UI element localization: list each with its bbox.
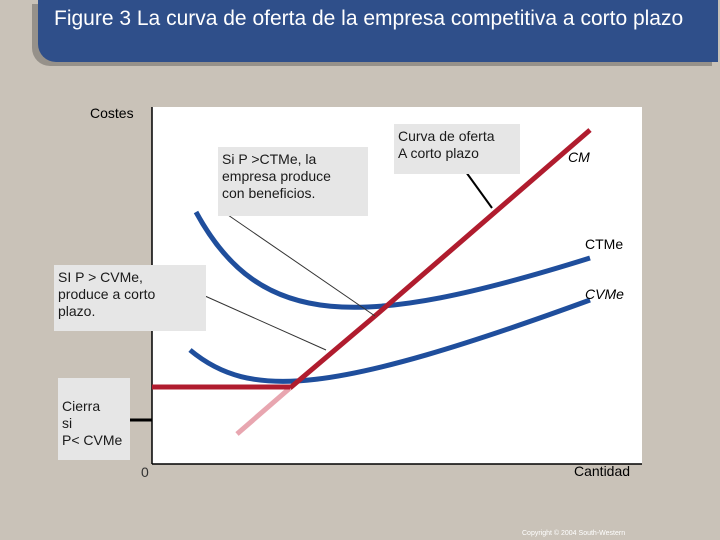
note-line: plazo.	[58, 303, 96, 319]
note-line: empresa produce	[222, 168, 331, 184]
title-bar	[38, 0, 718, 62]
origin-label: 0	[141, 464, 149, 480]
note-line: si	[62, 415, 73, 431]
cvme-label: CVMe	[585, 286, 624, 302]
pointer-line	[227, 214, 376, 317]
shutdown-note: Cierra si P< CVMe	[58, 378, 130, 460]
produce-note: SI P > CVMe, produce a corto plazo.	[54, 265, 206, 331]
ctme-curve	[193, 210, 591, 310]
pointer-line	[204, 295, 327, 351]
cm-curve-faded	[235, 386, 292, 436]
note-line: A corto plazo	[398, 145, 479, 161]
note-line: produce a corto	[58, 286, 156, 302]
ctme-label: CTMe	[585, 236, 624, 252]
supply-curve-note: Curva de oferta A corto plazo	[394, 124, 520, 174]
cm-label: CM	[568, 149, 590, 165]
note-line: Si P >CTMe, la	[222, 151, 317, 167]
slide-title: Figure 3 La curva de oferta de la empres…	[54, 7, 684, 30]
x-axis-label: Cantidad	[574, 463, 631, 479]
note-line: P< CVMe	[62, 432, 123, 448]
note-line: Cierra	[62, 398, 101, 414]
y-axis-label: Costes	[90, 105, 134, 121]
note-line: Curva de oferta	[398, 128, 495, 144]
pointer-line-supply	[465, 171, 493, 209]
copyright-notice: Copyright © 2004 South-Western	[522, 530, 626, 537]
note-line: SI P > CVMe,	[58, 269, 143, 285]
cvme-curve	[188, 297, 591, 384]
note-line: con beneficios.	[222, 185, 316, 201]
profit-note: Si P >CTMe, la empresa produce con benef…	[218, 147, 368, 216]
